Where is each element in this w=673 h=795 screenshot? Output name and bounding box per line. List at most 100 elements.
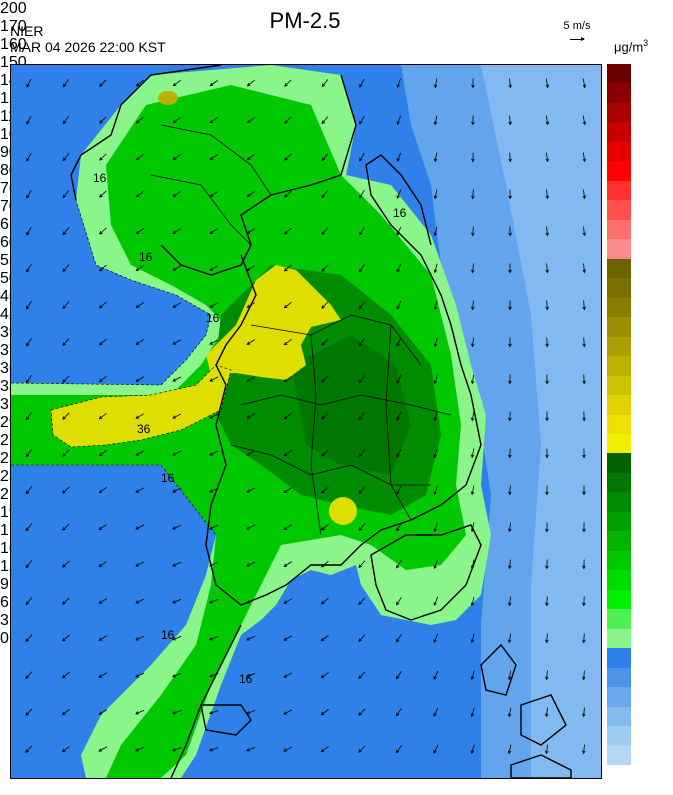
wind-arrow-head-icon <box>209 452 213 456</box>
wind-arrow-icon <box>321 671 329 679</box>
legend-label: 170 <box>0 18 27 35</box>
wind-arrow-head-icon <box>135 452 140 456</box>
wind-arrow-icon <box>283 635 293 641</box>
wind-arrow-head-icon <box>396 638 400 643</box>
wind-arrow-head-icon <box>470 417 475 422</box>
wind-arrow-icon <box>434 78 438 88</box>
wind-arrow-icon <box>62 708 70 716</box>
wind-arrow-head-icon <box>508 269 512 274</box>
wind-arrow-head-icon <box>99 83 103 87</box>
wind-arrow-icon <box>546 633 548 643</box>
wind-arrow-icon <box>99 227 107 235</box>
wind-arrow-icon <box>98 746 108 752</box>
wind-arrow-icon <box>210 191 218 197</box>
wind-arrow-head-icon <box>471 269 475 274</box>
boundary-4 <box>310 334 322 536</box>
wind-arrow-head-icon <box>135 674 139 678</box>
wind-arrow-icon <box>99 116 107 124</box>
wind-arrow-head-icon <box>545 602 549 607</box>
wind-arrow-icon <box>358 523 366 531</box>
wind-arrow-head-icon <box>99 120 103 124</box>
wind-arrow-head-icon <box>396 527 400 532</box>
wind-arrow-head-icon <box>320 748 325 753</box>
wind-arrow-icon <box>358 560 366 568</box>
wind-arrow-icon <box>321 634 329 642</box>
wind-arrow-icon <box>358 412 366 420</box>
wind-arrow-icon <box>99 375 107 383</box>
legend-swatch <box>607 609 631 630</box>
wind-arrow-icon <box>358 745 366 753</box>
wind-arrow-icon <box>471 633 475 643</box>
wind-arrow-head-icon <box>545 491 549 496</box>
legend-swatch <box>607 83 631 104</box>
wind-arrow-head-icon <box>135 230 140 235</box>
wind-arrow-icon <box>358 449 366 457</box>
wind-arrow-icon <box>321 338 329 346</box>
wind-arrow-head-icon <box>433 528 437 532</box>
wind-arrow-head-icon <box>98 748 103 752</box>
wind-arrow-icon <box>472 226 474 236</box>
wind-arrow-icon <box>172 747 182 751</box>
wind-arrow-icon <box>25 597 33 605</box>
wind-arrow-head-icon <box>135 82 140 87</box>
wind-arrow-icon <box>509 78 511 88</box>
wind-arrow-head-icon <box>246 82 251 87</box>
wind-arrow-icon <box>396 522 402 532</box>
wind-arrow-head-icon <box>321 305 325 309</box>
wind-arrow-icon <box>172 376 182 382</box>
wind-arrow-icon <box>471 707 475 717</box>
wind-arrow-icon <box>136 153 144 161</box>
wind-arrow-icon <box>359 226 365 236</box>
wind-arrow-icon <box>172 413 182 419</box>
legend-swatch <box>607 258 631 279</box>
wind-arrow-head-icon <box>172 156 177 161</box>
wind-arrow-icon <box>98 672 108 678</box>
wind-arrow-icon <box>434 337 438 347</box>
wind-arrow-head-icon <box>246 156 251 161</box>
wind-arrow-icon <box>26 263 32 273</box>
wind-arrow-head-icon <box>98 452 103 457</box>
wind-arrow-head-icon <box>62 342 66 346</box>
wind-arrow-head-icon <box>507 639 512 644</box>
wind-arrow-icon <box>545 115 549 125</box>
wind-arrow-head-icon <box>433 491 437 496</box>
wind-arrow-head-icon <box>320 711 325 716</box>
wind-arrow-icon <box>471 559 475 569</box>
wind-arrow-icon <box>135 598 145 604</box>
wind-arrow-head-icon <box>359 83 363 88</box>
wind-arrow-head-icon <box>358 453 363 458</box>
wind-arrow-icon <box>321 375 329 383</box>
wind-arrow-icon <box>246 450 256 456</box>
wind-arrow-head-icon <box>246 600 250 604</box>
wind-arrow-head-icon <box>470 565 475 570</box>
wind-arrow-icon <box>471 411 475 421</box>
wind-arrow-icon <box>135 376 145 382</box>
wind-arrow-head-icon <box>61 637 66 642</box>
wind-arrow-icon <box>209 487 219 493</box>
wind-arrow-icon <box>246 746 256 752</box>
wind-arrow-head-icon <box>470 343 475 348</box>
wind-arrow-head-icon <box>582 639 586 644</box>
wind-arrow-icon <box>509 559 511 569</box>
hotspot-inland <box>206 265 341 380</box>
wind-arrow-icon <box>209 450 219 456</box>
wind-arrow-head-icon <box>246 267 251 271</box>
wind-arrow-head-icon <box>209 563 213 567</box>
wind-arrow-head-icon <box>135 304 140 308</box>
wind-arrow-icon <box>472 189 474 199</box>
wind-arrow-icon <box>283 598 293 604</box>
wind-arrow-head-icon <box>26 157 30 162</box>
wind-arrow-head-icon <box>582 269 586 274</box>
wind-arrow-icon <box>359 189 365 199</box>
unit-exponent: 3 <box>643 38 649 48</box>
wind-arrow-head-icon <box>135 563 140 567</box>
wind-arrow-head-icon <box>135 600 139 604</box>
wind-arrow-icon <box>396 671 402 679</box>
wind-arrow-head-icon <box>545 676 549 681</box>
wind-arrow-head-icon <box>320 563 325 568</box>
legend-swatch <box>607 589 631 610</box>
hotspot-peak-north <box>158 91 178 105</box>
legend-swatch <box>607 317 631 338</box>
boundary-6 <box>160 124 272 196</box>
legend-swatch <box>607 628 631 649</box>
